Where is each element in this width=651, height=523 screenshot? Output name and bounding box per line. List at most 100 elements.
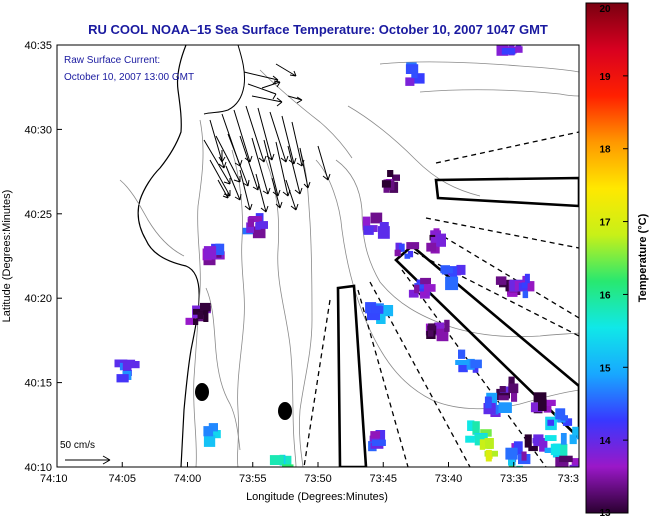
sst-pixel — [579, 421, 585, 433]
y-tick-label: 40:20 — [24, 293, 52, 305]
sst-pixel — [408, 289, 419, 298]
sst-patch — [555, 455, 579, 473]
sst-pixel — [563, 467, 577, 473]
sst-pixel — [412, 73, 425, 84]
sst-pixel — [560, 443, 568, 457]
sst-pixel — [363, 225, 374, 235]
sst-pixel — [522, 289, 529, 299]
colorbar-tick-label: 14 — [599, 436, 611, 447]
sst-patch — [425, 319, 450, 342]
sst-pixel — [203, 426, 214, 437]
sst-pixel — [562, 418, 573, 426]
sst-pixel — [511, 389, 518, 402]
sst-pixel — [406, 242, 420, 250]
colorbar-tick-label: 19 — [599, 72, 611, 83]
sst-patch — [368, 430, 386, 452]
x-tick-label: 74:10 — [40, 473, 68, 485]
sst-pixel — [411, 67, 418, 79]
sst-pixel — [458, 349, 466, 359]
x-tick-label: 73:55 — [239, 473, 267, 485]
colorbar-tick-label: 13 — [599, 508, 611, 518]
sst-pixel — [436, 233, 446, 247]
sst-pixel — [547, 419, 554, 426]
sst-patch — [156, 508, 184, 518]
sst-pixel — [423, 284, 436, 292]
colorbar-tick-label: 16 — [599, 290, 611, 301]
sst-pixel — [467, 420, 475, 431]
sst-pixel — [434, 322, 445, 335]
sst-pixel — [444, 267, 453, 274]
sst-pixel — [524, 434, 532, 448]
sst-pixel — [197, 312, 203, 319]
sst-pixel — [445, 276, 459, 291]
sst-patch — [179, 502, 199, 518]
colorbar-label: Temperature (°C) — [637, 213, 649, 302]
y-tick-label: 40:10 — [24, 462, 52, 474]
colorbar-tick-label: 18 — [599, 145, 611, 156]
sst-pixel — [515, 46, 523, 53]
sst-pixel — [521, 282, 528, 289]
sst-pixel — [193, 502, 199, 515]
buoy-marker — [195, 383, 209, 401]
sst-pixel — [367, 313, 380, 321]
sst-patch — [242, 213, 268, 239]
sst-pixel — [455, 360, 469, 365]
sst-pixel — [572, 426, 579, 436]
sst-pixel — [126, 359, 136, 368]
sst-patch — [440, 264, 466, 291]
sst-pixel — [394, 249, 401, 257]
x-tick-label: 73:3 — [558, 473, 579, 485]
sst-patch — [394, 242, 420, 259]
sst-pixel — [538, 398, 547, 411]
sst-pixel — [381, 305, 394, 317]
sst-pixel — [569, 464, 579, 467]
sst-pixel — [248, 216, 263, 222]
sst-pixel — [379, 222, 389, 228]
sst-pixel — [247, 218, 255, 227]
sst-patch — [524, 434, 548, 452]
sst-patch — [479, 438, 498, 462]
current-time-label: October 10, 2007 13:00 GMT — [64, 72, 194, 83]
sst-pixel — [560, 433, 567, 445]
sst-pixel — [281, 468, 291, 473]
sst-pixel — [496, 388, 507, 400]
sst-pixel — [369, 435, 380, 442]
sst-pixel — [362, 216, 371, 231]
sst-pixel — [458, 361, 468, 373]
sst-pixel — [498, 395, 509, 401]
sst-pixel — [483, 403, 496, 415]
sst-patch — [203, 423, 221, 447]
sst-pixel — [275, 469, 283, 476]
x-tick-label: 73:35 — [500, 473, 528, 485]
sst-pixel — [180, 512, 187, 518]
sst-pixel — [161, 508, 168, 518]
y-tick-label: 40:25 — [24, 209, 52, 221]
sst-pixel — [203, 310, 209, 322]
coastline — [137, 45, 200, 467]
sst-pixel — [508, 459, 516, 466]
x-tick-label: 73:40 — [435, 473, 463, 485]
sst-patch — [381, 170, 400, 193]
sampling-lines — [303, 131, 579, 467]
sst-patch — [508, 459, 523, 467]
y-tick-label: 40:35 — [24, 40, 52, 52]
sst-pixel — [200, 302, 211, 312]
sst-pixel — [259, 221, 268, 229]
sst-pixel — [193, 308, 204, 315]
sst-pixel — [530, 402, 543, 413]
sst-pixel — [148, 492, 160, 504]
sst-pixel — [407, 250, 414, 258]
sst-pixel — [414, 284, 420, 294]
sst-pixel — [508, 383, 519, 394]
sst-pixel — [444, 319, 450, 332]
sst-pixel — [577, 432, 579, 440]
sst-pixel — [524, 273, 530, 284]
colorbar-gradient — [585, 2, 629, 514]
sst-pixel — [484, 396, 492, 409]
sst-patch — [405, 62, 425, 86]
buoy-marker — [278, 402, 292, 420]
sst-pixel — [427, 330, 434, 337]
sst-patch — [185, 302, 211, 325]
x-tick-label: 74:05 — [108, 473, 136, 485]
